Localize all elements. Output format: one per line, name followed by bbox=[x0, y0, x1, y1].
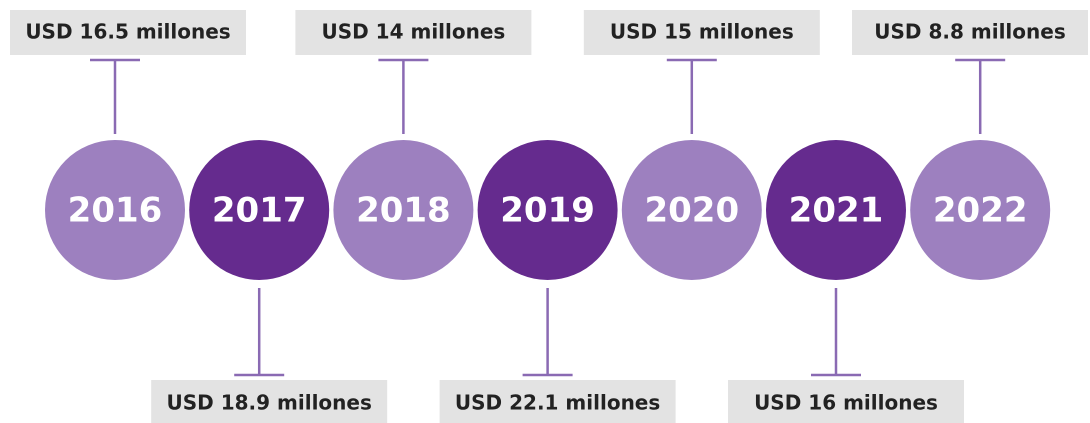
year-circle bbox=[333, 140, 474, 280]
year-circle bbox=[189, 140, 330, 280]
year-circle bbox=[910, 140, 1051, 280]
label-box bbox=[583, 10, 820, 55]
amount-label: USD 8.8 millones bbox=[874, 20, 1065, 44]
year-text: 2016 bbox=[68, 191, 163, 231]
amount-label: USD 16 millones bbox=[754, 391, 938, 415]
year-circle bbox=[477, 140, 618, 280]
year-text: 2019 bbox=[500, 191, 595, 231]
label-box bbox=[151, 380, 388, 423]
label-box bbox=[10, 10, 246, 55]
year-circle bbox=[45, 140, 185, 280]
label-box bbox=[439, 380, 676, 423]
label-box bbox=[852, 10, 1088, 55]
year-text: 2021 bbox=[789, 191, 884, 231]
label-box bbox=[728, 380, 964, 423]
year-text: 2022 bbox=[933, 191, 1028, 231]
amount-label: USD 14 millones bbox=[321, 20, 505, 44]
label-box bbox=[295, 10, 532, 55]
amount-label: USD 18.9 millones bbox=[167, 391, 372, 415]
year-text: 2018 bbox=[356, 191, 451, 231]
year-circle bbox=[766, 140, 906, 280]
amount-label: USD 22.1 millones bbox=[455, 391, 660, 415]
amount-label: USD 15 millones bbox=[610, 20, 794, 44]
year-circle bbox=[621, 140, 762, 280]
amount-label: USD 16.5 millones bbox=[25, 20, 230, 44]
year-text: 2020 bbox=[644, 191, 739, 231]
year-text: 2017 bbox=[212, 191, 307, 231]
